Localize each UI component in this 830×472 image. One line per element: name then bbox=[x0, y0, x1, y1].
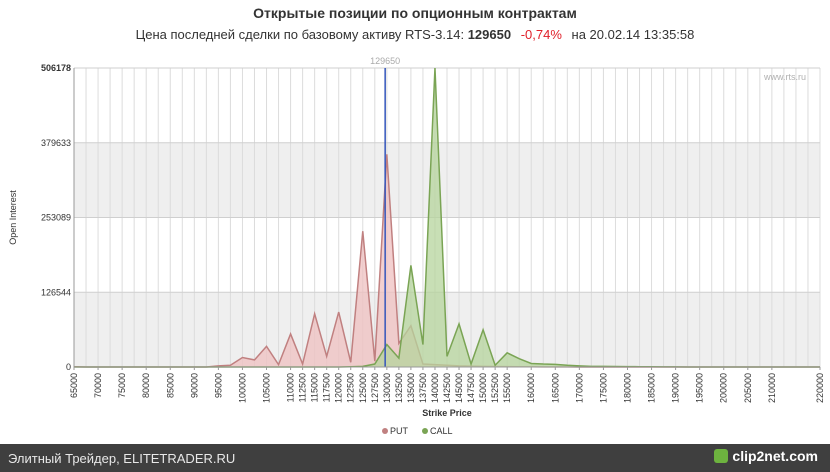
upload-icon bbox=[714, 449, 729, 463]
x-tick-label: 160000 bbox=[526, 373, 536, 403]
legend-label-put: PUT bbox=[390, 426, 409, 436]
x-tick-label: 140000 bbox=[430, 373, 440, 403]
x-tick-label: 70000 bbox=[93, 373, 103, 398]
footer-source: Элитный Трейдер, ELITETRADER.RU bbox=[8, 451, 236, 466]
legend-label-call: CALL bbox=[430, 426, 453, 436]
y-tick-label: 253089 bbox=[41, 213, 71, 223]
watermark: www.rts.ru bbox=[763, 72, 806, 82]
x-tick-label: 117500 bbox=[322, 373, 332, 402]
x-tick-label: 165000 bbox=[550, 373, 560, 403]
logo-text: clip2net.com bbox=[732, 448, 818, 464]
x-tick-label: 220000 bbox=[815, 373, 825, 403]
x-tick-label: 112500 bbox=[298, 373, 308, 402]
open-interest-chart: 129650 0 126544 253089 379633 506178 65000 7000… bbox=[8, 56, 825, 436]
legend-marker-call bbox=[422, 428, 428, 434]
clip2net-logo: clip2net.com bbox=[714, 448, 818, 464]
x-tick-label: 90000 bbox=[189, 373, 199, 398]
price-change: -0,74% bbox=[520, 27, 562, 42]
timestamp: на 20.02.14 13:35:58 bbox=[571, 27, 695, 42]
x-tick-label: 120000 bbox=[334, 373, 344, 403]
x-tick-label: 180000 bbox=[622, 373, 632, 403]
x-tick-label: 100000 bbox=[237, 373, 247, 403]
last-price: 129650 bbox=[467, 27, 512, 42]
x-tick-label: 127500 bbox=[370, 373, 380, 403]
x-tick-label: 200000 bbox=[719, 373, 729, 403]
x-tick-label: 152500 bbox=[490, 373, 500, 403]
x-tick-label: 155000 bbox=[502, 373, 512, 403]
chart-subtitle: Цена последней сделки по базовому активу… bbox=[0, 27, 830, 42]
x-tick-label: 65000 bbox=[69, 373, 79, 398]
x-tick-label: 147500 bbox=[466, 373, 476, 403]
legend-marker-put bbox=[382, 428, 388, 434]
x-tick-label: 110000 bbox=[286, 373, 296, 402]
x-axis-title: Strike Price bbox=[422, 408, 472, 418]
x-tick-label: 142500 bbox=[442, 373, 452, 403]
x-tick-label: 205000 bbox=[743, 373, 753, 403]
x-tick-label: 132500 bbox=[394, 373, 404, 403]
x-tick-label: 125000 bbox=[358, 373, 368, 403]
x-tick-label: 210000 bbox=[767, 373, 777, 403]
x-tick-label: 105000 bbox=[262, 373, 272, 403]
marker-label: 129650 bbox=[370, 56, 400, 66]
x-tick-label: 130000 bbox=[382, 373, 392, 403]
chart-title: Открытые позиции по опционным контрактам bbox=[253, 5, 577, 21]
x-tick-label: 137500 bbox=[418, 373, 428, 403]
x-tick-label: 190000 bbox=[671, 373, 681, 403]
x-tick-label: 80000 bbox=[141, 373, 151, 398]
y-axis-title: Open Interest bbox=[8, 190, 18, 245]
x-tick-label: 170000 bbox=[574, 373, 584, 403]
x-tick-label: 115000 bbox=[310, 373, 320, 402]
y-tick-label: 379633 bbox=[41, 138, 71, 148]
x-tick-label: 75000 bbox=[117, 373, 127, 398]
x-tick-label: 185000 bbox=[647, 373, 657, 403]
y-tick-label: 0 bbox=[66, 362, 71, 372]
x-tick-label: 95000 bbox=[213, 373, 223, 398]
footer-bar: Элитный Трейдер, ELITETRADER.RU clip2net… bbox=[0, 444, 830, 472]
x-tick-label: 85000 bbox=[165, 373, 175, 398]
x-tick-label: 135000 bbox=[406, 373, 416, 403]
x-tick-label: 195000 bbox=[695, 373, 705, 403]
y-tick-label: 506178 bbox=[41, 63, 71, 73]
x-tick-label: 122500 bbox=[346, 373, 356, 403]
subtitle-prefix: Цена последней сделки по базовому активу… bbox=[135, 27, 465, 42]
x-tick-label: 145000 bbox=[454, 373, 464, 403]
x-tick-label: 175000 bbox=[598, 373, 608, 403]
x-tick-label: 150000 bbox=[478, 373, 488, 403]
y-tick-label: 126544 bbox=[41, 287, 71, 297]
